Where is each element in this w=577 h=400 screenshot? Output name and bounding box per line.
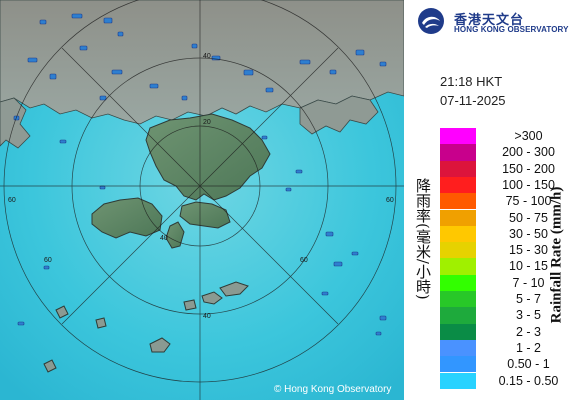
copyright-credit: © Hong Kong Observatory — [274, 384, 392, 395]
logo-chinese-text: 香港天文台 — [454, 13, 525, 28]
ring-labels: 20 40 60 60 60 60 40 40 — [8, 53, 394, 320]
island-south-7 — [43, 359, 57, 373]
legend-item: 15 - 30 — [440, 242, 575, 259]
legend-swatch — [440, 160, 476, 177]
hko-emblem-icon — [418, 8, 444, 34]
legend-swatch — [440, 258, 476, 275]
legend-label: 0.15 - 0.50 — [498, 373, 559, 388]
legend-label: 150 - 200 — [502, 161, 555, 176]
ring-label: 60 — [300, 257, 308, 264]
ring-label: 20 — [203, 119, 211, 126]
legend-label: 30 - 50 — [509, 226, 548, 241]
legend-label: 15 - 30 — [509, 243, 548, 258]
hk-island — [179, 201, 231, 229]
radar-map-image: 20 40 60 60 60 60 40 40 — [0, 0, 404, 400]
legend-label: 50 - 75 — [509, 210, 548, 225]
legend-label: 10 - 15 — [509, 259, 548, 274]
ring-label: 40 — [160, 235, 168, 242]
ring-label: 40 — [203, 313, 211, 320]
legend-swatch — [440, 372, 476, 389]
legend-item: 5 - 7 — [440, 291, 575, 308]
legend-title-chinese: 降雨率(毫米/小時) — [414, 178, 432, 300]
legend-label: 0.50 - 1 — [507, 357, 550, 372]
legend-item: 200 - 300 — [440, 144, 575, 161]
legend-swatch — [440, 144, 476, 161]
legend-swatch — [440, 193, 476, 210]
lamma-island — [165, 221, 185, 249]
legend-item: 100 - 150 — [440, 176, 575, 194]
legend-item: 0.15 - 0.50 — [440, 372, 575, 389]
ring-label: 60 — [44, 257, 52, 264]
legend-label: >300 — [514, 129, 543, 143]
legend-swatch — [440, 339, 476, 357]
legend-swatch — [440, 356, 476, 373]
radar-echoes — [13, 13, 387, 336]
legend-swatch — [440, 209, 476, 226]
island-south-4 — [149, 337, 171, 353]
legend-label: 75 - 100 — [505, 194, 552, 209]
island-south-6 — [95, 317, 107, 329]
legend-item: 30 - 50 — [440, 225, 575, 243]
radar-map: 20 40 60 60 60 60 40 40 © Hong Kong Obse… — [0, 0, 404, 400]
legend-item: 2 - 3 — [440, 323, 575, 340]
legend-item: 150 - 200 — [440, 160, 575, 177]
legend-item: 75 - 100 — [440, 193, 575, 210]
legend-label: 100 - 150 — [502, 177, 555, 192]
legend-swatch — [440, 128, 476, 145]
legend-swatch — [440, 176, 476, 194]
western-coast — [0, 97, 31, 149]
island-south-2 — [219, 281, 249, 297]
ring-label: 40 — [203, 53, 211, 60]
legend-label: 5 - 7 — [515, 292, 541, 306]
lantau-island — [91, 197, 163, 239]
legend-item: 3 - 5 — [440, 307, 575, 324]
legend-swatch — [440, 274, 476, 291]
legend-panel: 香港天文台 HONG KONG OBSERVATORY 21:18 HKT 07… — [404, 0, 577, 400]
island-south-1 — [201, 291, 223, 305]
legend-item: 0.50 - 1 — [440, 356, 575, 373]
range-rings — [0, 0, 404, 400]
island-south-3 — [183, 299, 197, 311]
legend-swatch — [440, 242, 476, 259]
legend-swatch — [440, 307, 476, 324]
legend-item: >300 — [440, 128, 575, 145]
logo-english-text: HONG KONG OBSERVATORY — [454, 25, 569, 34]
hong-kong-territory — [145, 113, 271, 201]
ring-label: 60 — [386, 197, 394, 204]
legend-label: 1 - 2 — [515, 340, 541, 355]
date-label: 07-11-2025 — [440, 93, 506, 108]
legend-label: 200 - 300 — [502, 145, 555, 160]
legend-swatch — [440, 291, 476, 308]
eastern-peninsula — [299, 95, 379, 135]
legend-label: 7 - 10 — [512, 275, 545, 290]
legend-item: 7 - 10 — [440, 274, 575, 291]
legend-label: 2 - 3 — [515, 324, 541, 339]
ring-label: 60 — [8, 197, 16, 204]
legend-item: 1 - 2 — [440, 339, 575, 357]
hko-logo: 香港天文台 HONG KONG OBSERVATORY — [416, 6, 576, 36]
legend-label: 3 - 5 — [515, 308, 541, 323]
legend-item: 10 - 15 — [440, 258, 575, 275]
time-label: 21:18 HKT — [440, 74, 503, 89]
legend-swatch — [440, 225, 476, 243]
legend-item: 50 - 75 — [440, 209, 575, 226]
legend-swatch — [440, 323, 476, 340]
island-south-5 — [55, 305, 69, 319]
